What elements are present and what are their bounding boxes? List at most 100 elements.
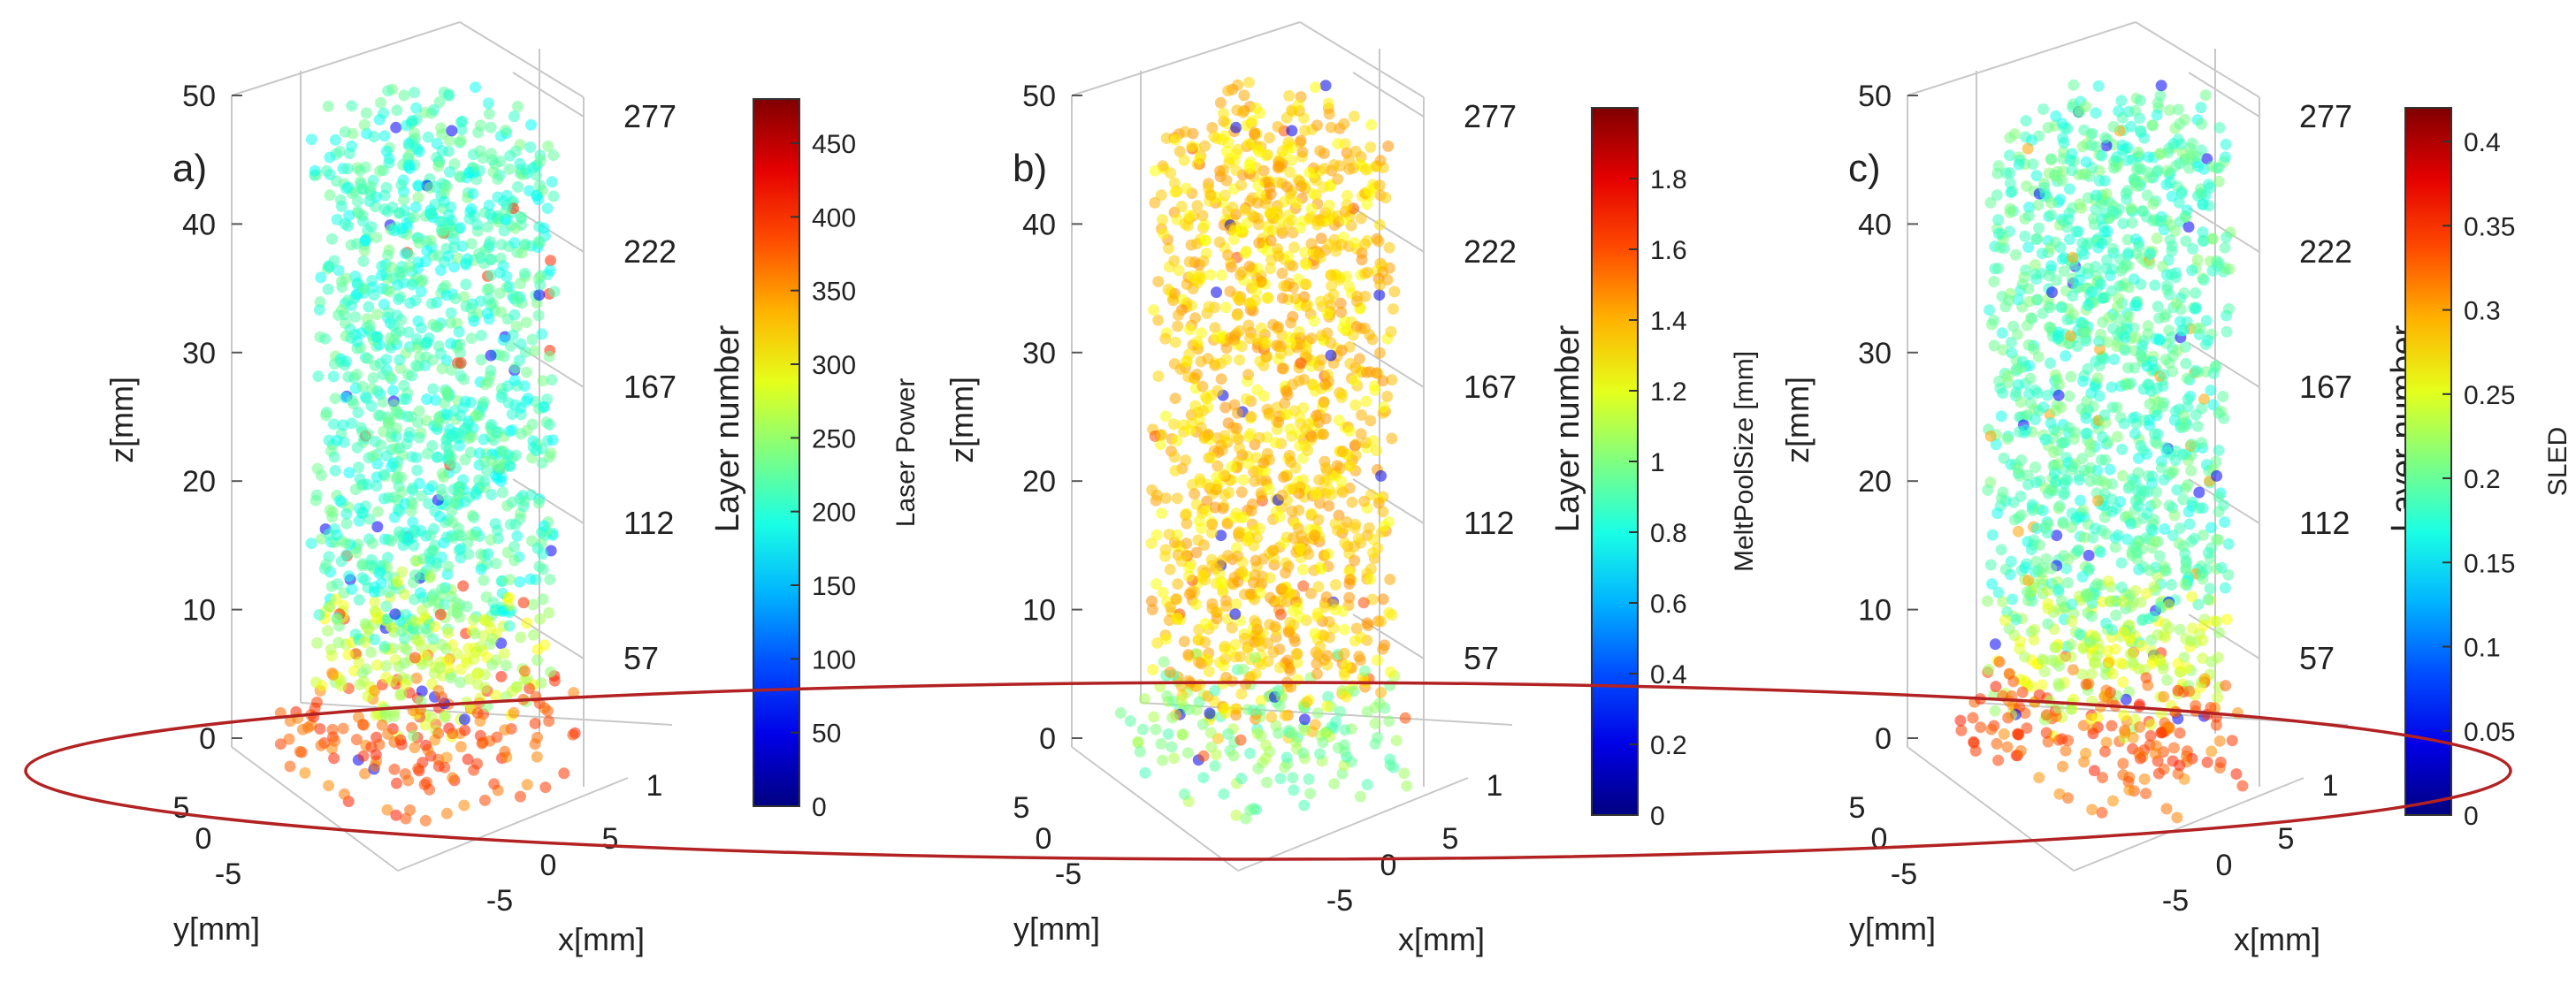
- y-axis-label: y[mm]: [1013, 911, 1100, 947]
- scatter-point: [1279, 761, 1291, 773]
- scatter-point: [1150, 578, 1163, 591]
- scatter-point: [2091, 577, 2104, 590]
- scatter-point: [1242, 76, 1255, 88]
- scatter-point: [481, 465, 493, 476]
- scatter-point: [2152, 629, 2164, 641]
- scatter-point: [1197, 772, 1210, 784]
- scatter-point: [391, 407, 403, 419]
- scatter-point: [2103, 656, 2115, 668]
- scatter-point: [440, 180, 453, 193]
- scatter-point: [2212, 534, 2224, 546]
- scatter-point: [1954, 714, 1967, 727]
- scatter-point: [1984, 196, 1997, 209]
- scatter-point: [2114, 657, 2127, 669]
- scatter-point: [1219, 707, 1232, 720]
- scatter-point: [1252, 179, 1265, 192]
- scatter-point: [446, 505, 458, 517]
- scatter-point: [1204, 707, 1216, 720]
- scatter-point: [2106, 720, 2118, 732]
- scatter-point: [457, 401, 470, 414]
- scatter-point: [2075, 668, 2088, 681]
- scatter-point: [1168, 752, 1181, 765]
- scatter-point: [2039, 433, 2052, 446]
- scatter-point: [1390, 735, 1403, 747]
- scatter-point: [547, 149, 560, 162]
- scatter-point: [471, 707, 484, 720]
- scatter-point: [2109, 541, 2121, 553]
- x-tick-label: 1: [1487, 769, 1503, 803]
- scatter-point: [1373, 179, 1386, 192]
- scatter-point: [532, 309, 545, 322]
- scatter-point: [491, 460, 503, 472]
- scatter-point: [1373, 289, 1386, 301]
- scatter-point: [2219, 582, 2231, 594]
- scatter-point: [346, 100, 358, 112]
- scatter-point: [1955, 724, 1968, 736]
- scatter-point: [1196, 210, 1209, 222]
- colorbar-gradient: [753, 98, 800, 807]
- scatter-point: [1303, 773, 1315, 785]
- panel-letter: b): [1013, 147, 1047, 190]
- scatter-point: [2213, 407, 2225, 419]
- scatter-point: [2037, 505, 2049, 517]
- scatter-point: [1322, 690, 1334, 703]
- scatter-point: [503, 591, 516, 604]
- scatter-point: [324, 151, 336, 164]
- scatter-point: [1242, 369, 1254, 381]
- scatter-point: [2030, 233, 2043, 246]
- scatter-point: [531, 445, 542, 457]
- scatter-point: [392, 279, 404, 292]
- scatter-point: [2004, 206, 2016, 218]
- scatter-point: [2190, 323, 2203, 334]
- scatter-point: [1324, 180, 1336, 193]
- scatter-point: [2052, 677, 2065, 690]
- scatter-point: [2046, 286, 2058, 299]
- scatter-point: [1349, 449, 1362, 461]
- scatter-point: [2092, 80, 2105, 92]
- scatter-point: [479, 378, 492, 391]
- scatter-point: [2175, 324, 2188, 337]
- scatter-point: [371, 331, 383, 343]
- scatter-point: [1286, 505, 1298, 517]
- scatter-point: [1190, 704, 1203, 716]
- scatter-point: [1157, 586, 1169, 598]
- scatter-point: [2126, 648, 2138, 659]
- scatter-point: [2152, 767, 2165, 780]
- scatter-point: [1322, 97, 1334, 110]
- scatter-point: [2022, 241, 2035, 254]
- z-tick-label: 20: [1022, 465, 1056, 499]
- scatter-point: [2085, 140, 2098, 151]
- scatter-point: [2063, 183, 2075, 195]
- scatter-point: [1189, 312, 1202, 324]
- scatter-point: [1281, 654, 1294, 667]
- scatter-point: [529, 717, 541, 729]
- scatter-point: [445, 338, 457, 349]
- scatter-point: [2137, 445, 2150, 456]
- scatter-point: [1215, 577, 1227, 590]
- scatter-point: [1199, 140, 1211, 152]
- scatter-point: [515, 212, 527, 225]
- scatter-point: [2096, 806, 2108, 819]
- scatter-point: [1210, 749, 1222, 761]
- scatter-point: [458, 799, 470, 812]
- scatter-point: [1230, 121, 1242, 133]
- highlight-ellipse: [24, 681, 2512, 861]
- scatter-point: [436, 145, 448, 157]
- scatter-point: [1374, 278, 1387, 291]
- scatter-point: [399, 204, 410, 217]
- z-tick-label: 10: [1022, 594, 1056, 628]
- scatter-point: [1308, 315, 1320, 327]
- layer-tick-label: 112: [1464, 505, 1514, 541]
- scatter-point: [1369, 738, 1381, 751]
- scatter-point: [486, 632, 499, 644]
- z-axis-label: z[mm]: [103, 377, 140, 463]
- scatter-point: [357, 750, 370, 762]
- scatter-point: [2018, 674, 2030, 687]
- scatter-point: [1114, 707, 1127, 719]
- scatter-point: [492, 524, 503, 537]
- scatter-point: [1285, 456, 1297, 469]
- x-tick-label: -5: [486, 884, 513, 918]
- scatter-point: [1992, 160, 2005, 172]
- scatter-point: [2003, 294, 2014, 307]
